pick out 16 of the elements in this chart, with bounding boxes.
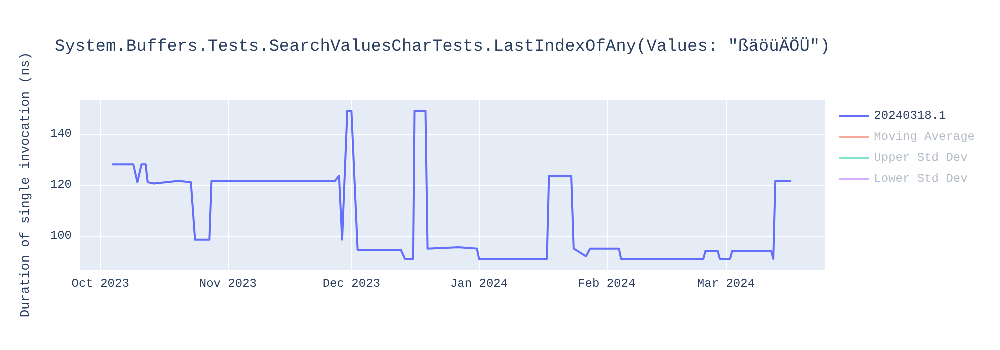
y-tick-label: 120 [50,178,72,192]
y-tick-label: 140 [50,126,72,141]
x-tick-label: Oct 2023 [72,277,130,291]
x-tick-label: Jan 2024 [450,277,508,291]
chart-title: System.Buffers.Tests.SearchValuesCharTests.LastIndexOfAny(Values: "ßäöüÄÖÜ") [55,37,830,57]
y-tick-label: 100 [50,229,72,244]
x-tick-label: Dec 2023 [322,277,380,291]
y-axis-title: Duration of single invocation (ns) [18,52,33,318]
legend-label: Upper Std Dev [874,151,968,165]
legend-label: Moving Average [874,130,976,144]
x-tick-label: Nov 2023 [199,277,257,291]
legend-label: 20240318.1 [874,109,946,123]
legend-label: Lower Std Dev [874,172,968,186]
line-series [112,110,792,260]
x-tick-label: Feb 2024 [578,277,636,291]
x-tick-label: Mar 2024 [697,277,756,291]
